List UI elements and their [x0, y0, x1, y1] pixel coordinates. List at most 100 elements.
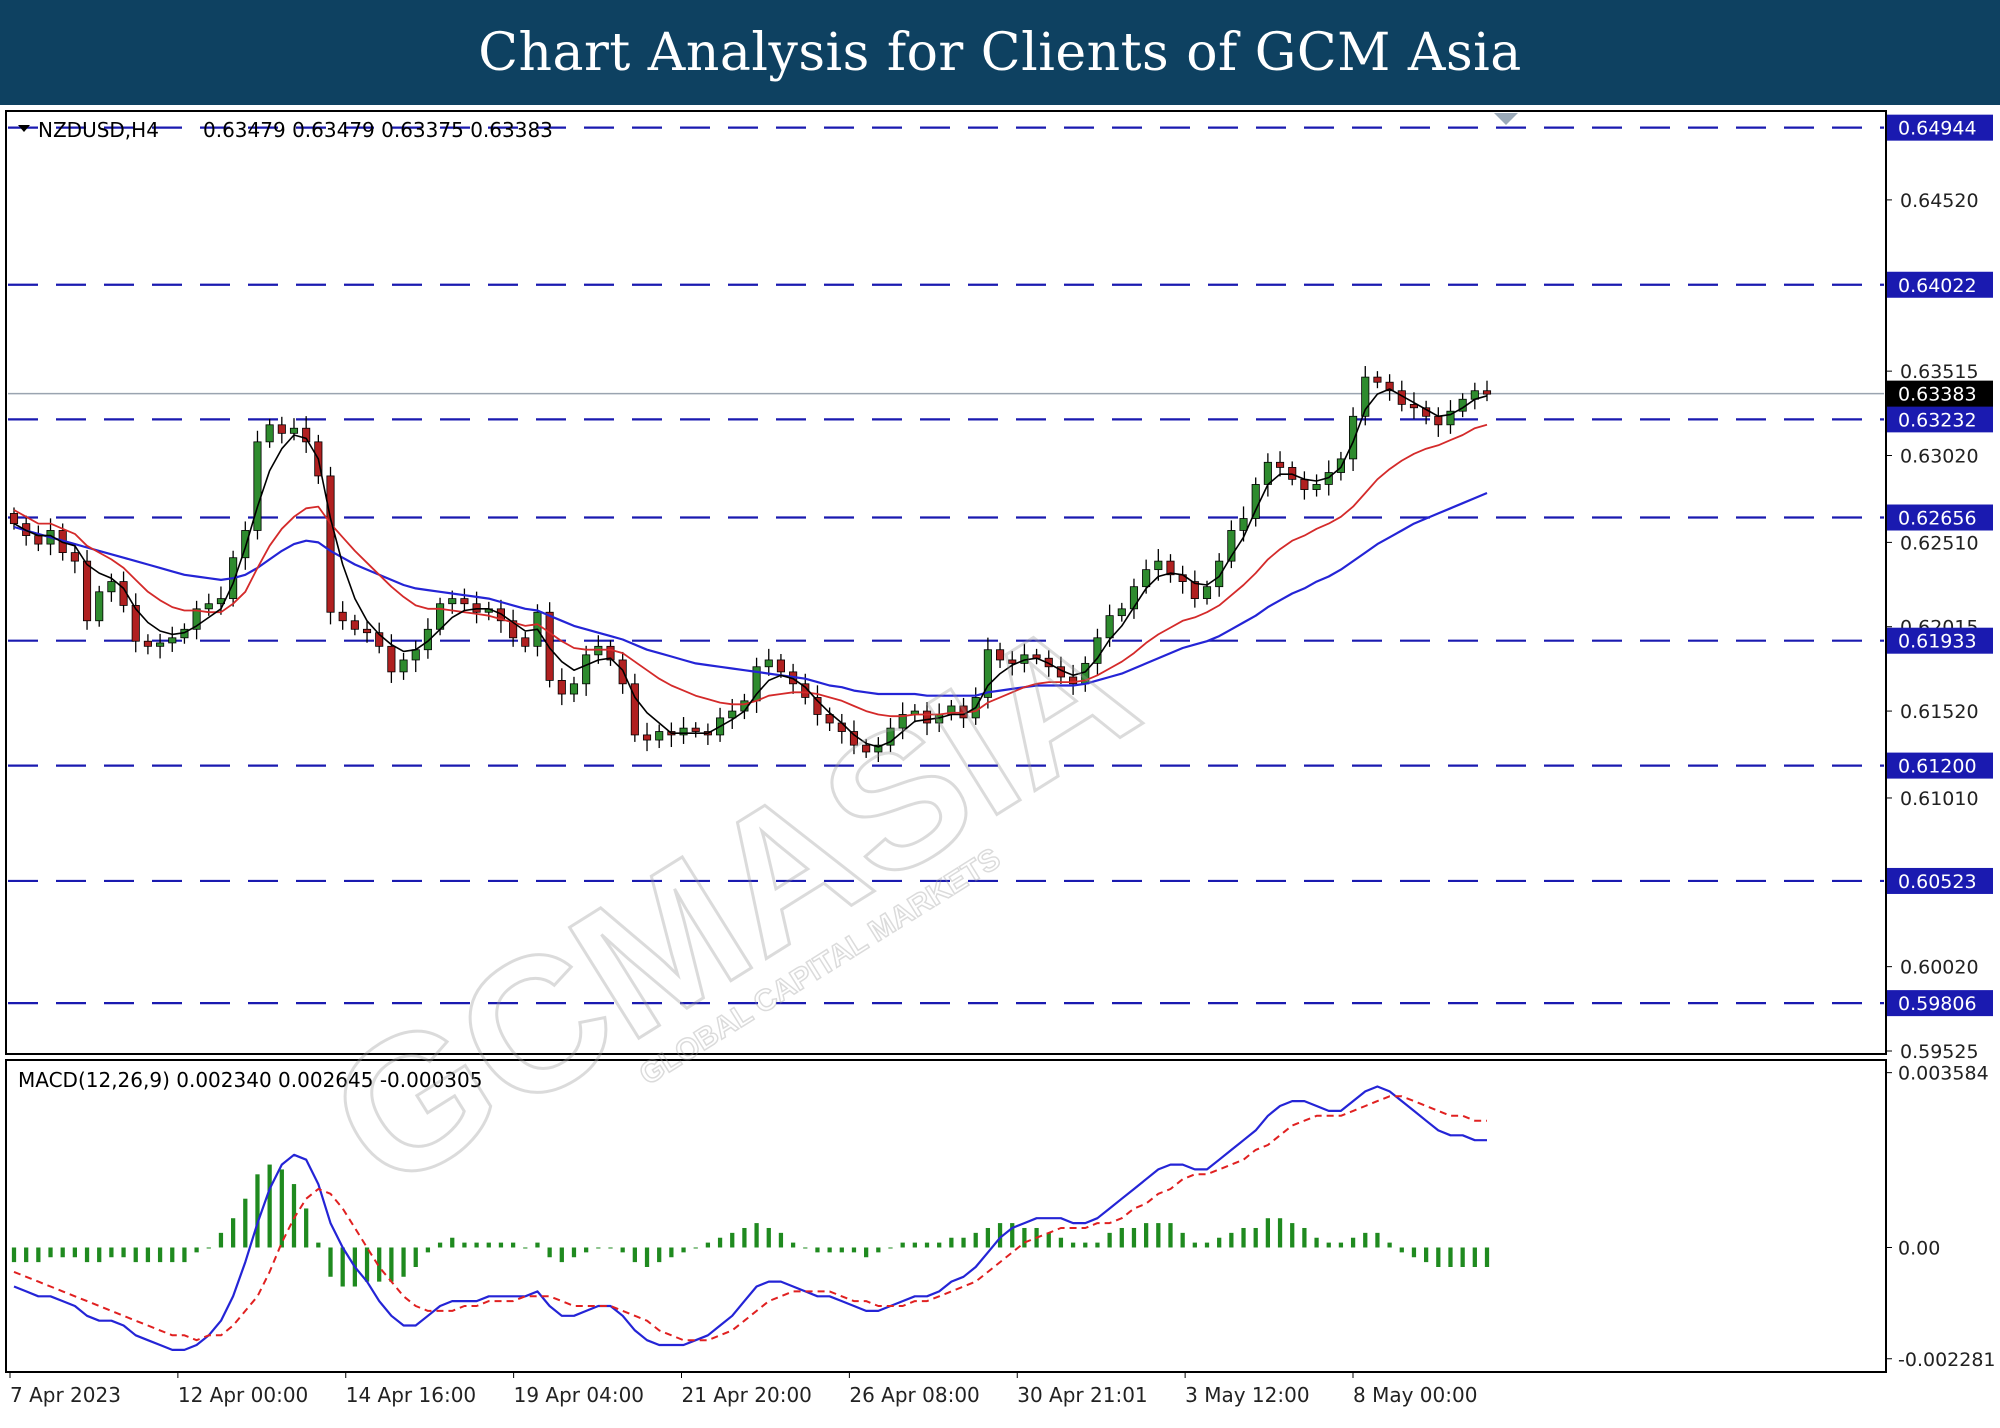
candle-bull — [156, 642, 165, 647]
macd-histogram-bar — [851, 1247, 857, 1253]
macd-histogram-bar — [535, 1242, 540, 1248]
macd-lines — [13, 1085, 1487, 1352]
macd-axis: 0.003584 0.00 -0.002281 — [1886, 1063, 1996, 1371]
candle-bear — [70, 552, 79, 562]
macd-histogram-bar — [937, 1242, 942, 1248]
time-tick-label: 12 Apr 00:00 — [178, 1383, 308, 1407]
macd-histogram-bar — [1472, 1247, 1477, 1267]
macd-histogram-bar — [1046, 1232, 1051, 1248]
candle-bear — [277, 424, 286, 434]
macd-histogram-bar — [1363, 1232, 1368, 1248]
macd-histogram-bar — [328, 1247, 333, 1277]
macd-histogram-bar — [510, 1242, 516, 1248]
macd-histogram-bar — [24, 1247, 29, 1263]
candle-bear — [34, 535, 43, 545]
macd-histogram-bar — [1144, 1223, 1149, 1248]
candle-bull — [253, 441, 262, 531]
candle-bull — [1154, 560, 1163, 571]
candle-bear — [825, 714, 834, 724]
macd-histogram-bar — [876, 1247, 881, 1253]
candle-bull — [655, 731, 664, 741]
macd-histogram-bar — [1217, 1237, 1222, 1248]
time-tick-label: 14 Apr 16:00 — [346, 1383, 476, 1407]
level-label: 0.64022 — [1898, 275, 1977, 297]
level-label: 0.61200 — [1898, 756, 1977, 778]
macd-histogram-bar — [194, 1247, 199, 1253]
macd-histogram-bar — [1387, 1242, 1392, 1248]
macd-histogram-bar — [1204, 1242, 1210, 1248]
macd-histogram-bar — [1131, 1227, 1137, 1248]
price-tick-label: 0.61520 — [1900, 701, 1979, 723]
macd-histogram-bar — [1411, 1247, 1417, 1258]
macd-histogram-bar — [11, 1247, 17, 1263]
level-label-bg — [1887, 406, 1993, 433]
candle-bear — [1385, 381, 1394, 392]
macd-tick-label: 0.00 — [1898, 1237, 1940, 1259]
symbol-label: NZDUSD,H4 — [38, 118, 159, 142]
candle-bear — [813, 697, 822, 715]
macd-histogram-bar — [1168, 1223, 1173, 1248]
candle-bear — [557, 680, 566, 695]
levels-layer — [8, 126, 1884, 1005]
macd-histogram-bar — [1375, 1232, 1380, 1248]
macd-histogram-bar — [304, 1208, 309, 1248]
macd-histogram-bar — [474, 1242, 479, 1248]
macd-histogram-bar — [425, 1247, 431, 1253]
candle-bear — [630, 683, 639, 736]
candle-bear — [1190, 581, 1199, 600]
candle-bull — [1202, 586, 1212, 600]
candle-bear — [1409, 403, 1419, 409]
macd-histogram-bar — [267, 1164, 272, 1248]
macd-line — [13, 1085, 1487, 1352]
macd-histogram-bar — [717, 1237, 723, 1248]
candle-bear — [387, 645, 396, 673]
macd-histogram-bar — [1448, 1247, 1453, 1267]
level-label: 0.60523 — [1898, 871, 1977, 893]
candle-bull — [983, 649, 992, 698]
macd-histogram-bar — [596, 1247, 601, 1249]
macd-histogram-bar — [523, 1247, 528, 1249]
macd-histogram-bar — [1010, 1223, 1015, 1248]
candle-bull — [1251, 484, 1260, 519]
candle-bear — [996, 649, 1005, 661]
macd-histogram-bar — [1241, 1227, 1246, 1248]
price-tick-label: 0.59525 — [1900, 1041, 1979, 1063]
ohlc-values: 0.63479 0.63479 0.63375 0.63383 — [203, 118, 553, 142]
price-tick-label: 0.64520 — [1900, 190, 1979, 212]
macd-histogram-bar — [72, 1247, 77, 1258]
macd-histogram-bar — [1460, 1247, 1465, 1267]
candle-bear — [1434, 415, 1443, 426]
macd-histogram-bar — [1058, 1237, 1064, 1248]
current-price-label-bg — [1887, 380, 1993, 407]
level-label-bg — [1887, 867, 1993, 894]
candle-bull — [569, 683, 579, 695]
macd-histogram-bar — [730, 1232, 735, 1248]
time-tick-label: 8 May 00:00 — [1353, 1383, 1477, 1407]
candle-bear — [82, 560, 92, 622]
candle-bear — [362, 628, 372, 634]
macd-histogram-bar — [985, 1227, 991, 1248]
time-axis: 7 Apr 2023 12 Apr 00:00 14 Apr 16:00 19 Apr… — [9, 1372, 1477, 1407]
candle-bear — [326, 475, 335, 613]
macd-histogram-bar — [364, 1247, 370, 1282]
macd-histogram-bar — [1192, 1242, 1197, 1248]
macd-histogram-bar — [1180, 1232, 1185, 1248]
caret-down-icon[interactable] — [18, 125, 30, 132]
macd-histogram-bar — [389, 1247, 394, 1282]
macd-histogram-bar — [218, 1232, 224, 1248]
macd-histogram-bar — [620, 1247, 625, 1253]
candle-bull — [1129, 586, 1139, 610]
macd-histogram-bar — [973, 1232, 978, 1248]
shift-marker-icon[interactable] — [1494, 113, 1518, 125]
macd-histogram-bar — [608, 1247, 613, 1249]
macd-histogram-bar — [888, 1247, 893, 1249]
chart-canvas: 0.645200.635150.630200.625100.620150.615… — [5, 110, 1996, 1407]
macd-histogram-bar — [681, 1247, 686, 1253]
candle-bull — [411, 649, 420, 661]
macd-histogram-bar — [803, 1247, 808, 1249]
candle-bear — [922, 710, 932, 724]
price-tick-label: 0.61010 — [1900, 788, 1979, 810]
macd-histogram-bar — [133, 1247, 138, 1263]
candle-bear — [642, 734, 652, 741]
candle-bull — [192, 608, 201, 630]
